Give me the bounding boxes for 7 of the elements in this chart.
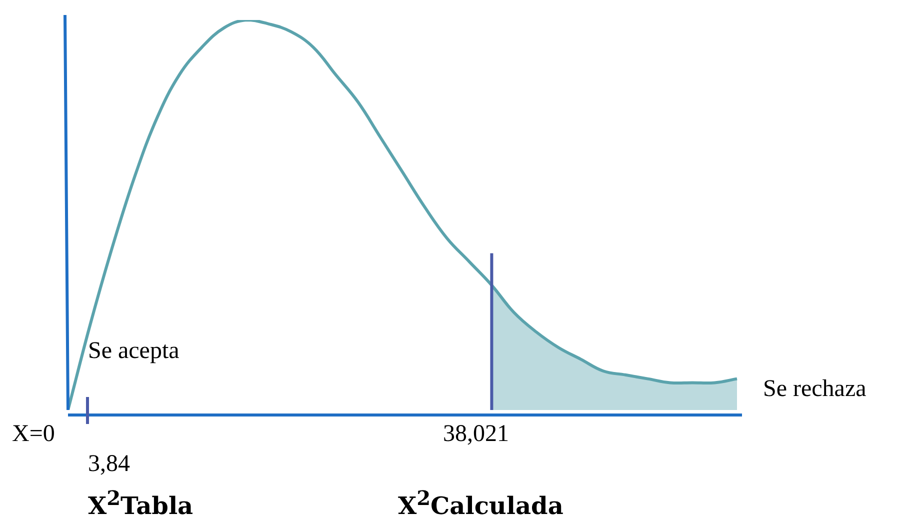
- text: X$^{2}$Calculada: [398, 486, 564, 520]
- text: Se rechaza: [763, 376, 866, 403]
- text: 38,021: [443, 421, 509, 448]
- text: 3,84: [88, 451, 130, 478]
- text: X=0: [12, 421, 55, 448]
- text: X$^{2}$Tabla: [88, 486, 194, 520]
- annotation: Se acepta: [88, 338, 180, 365]
